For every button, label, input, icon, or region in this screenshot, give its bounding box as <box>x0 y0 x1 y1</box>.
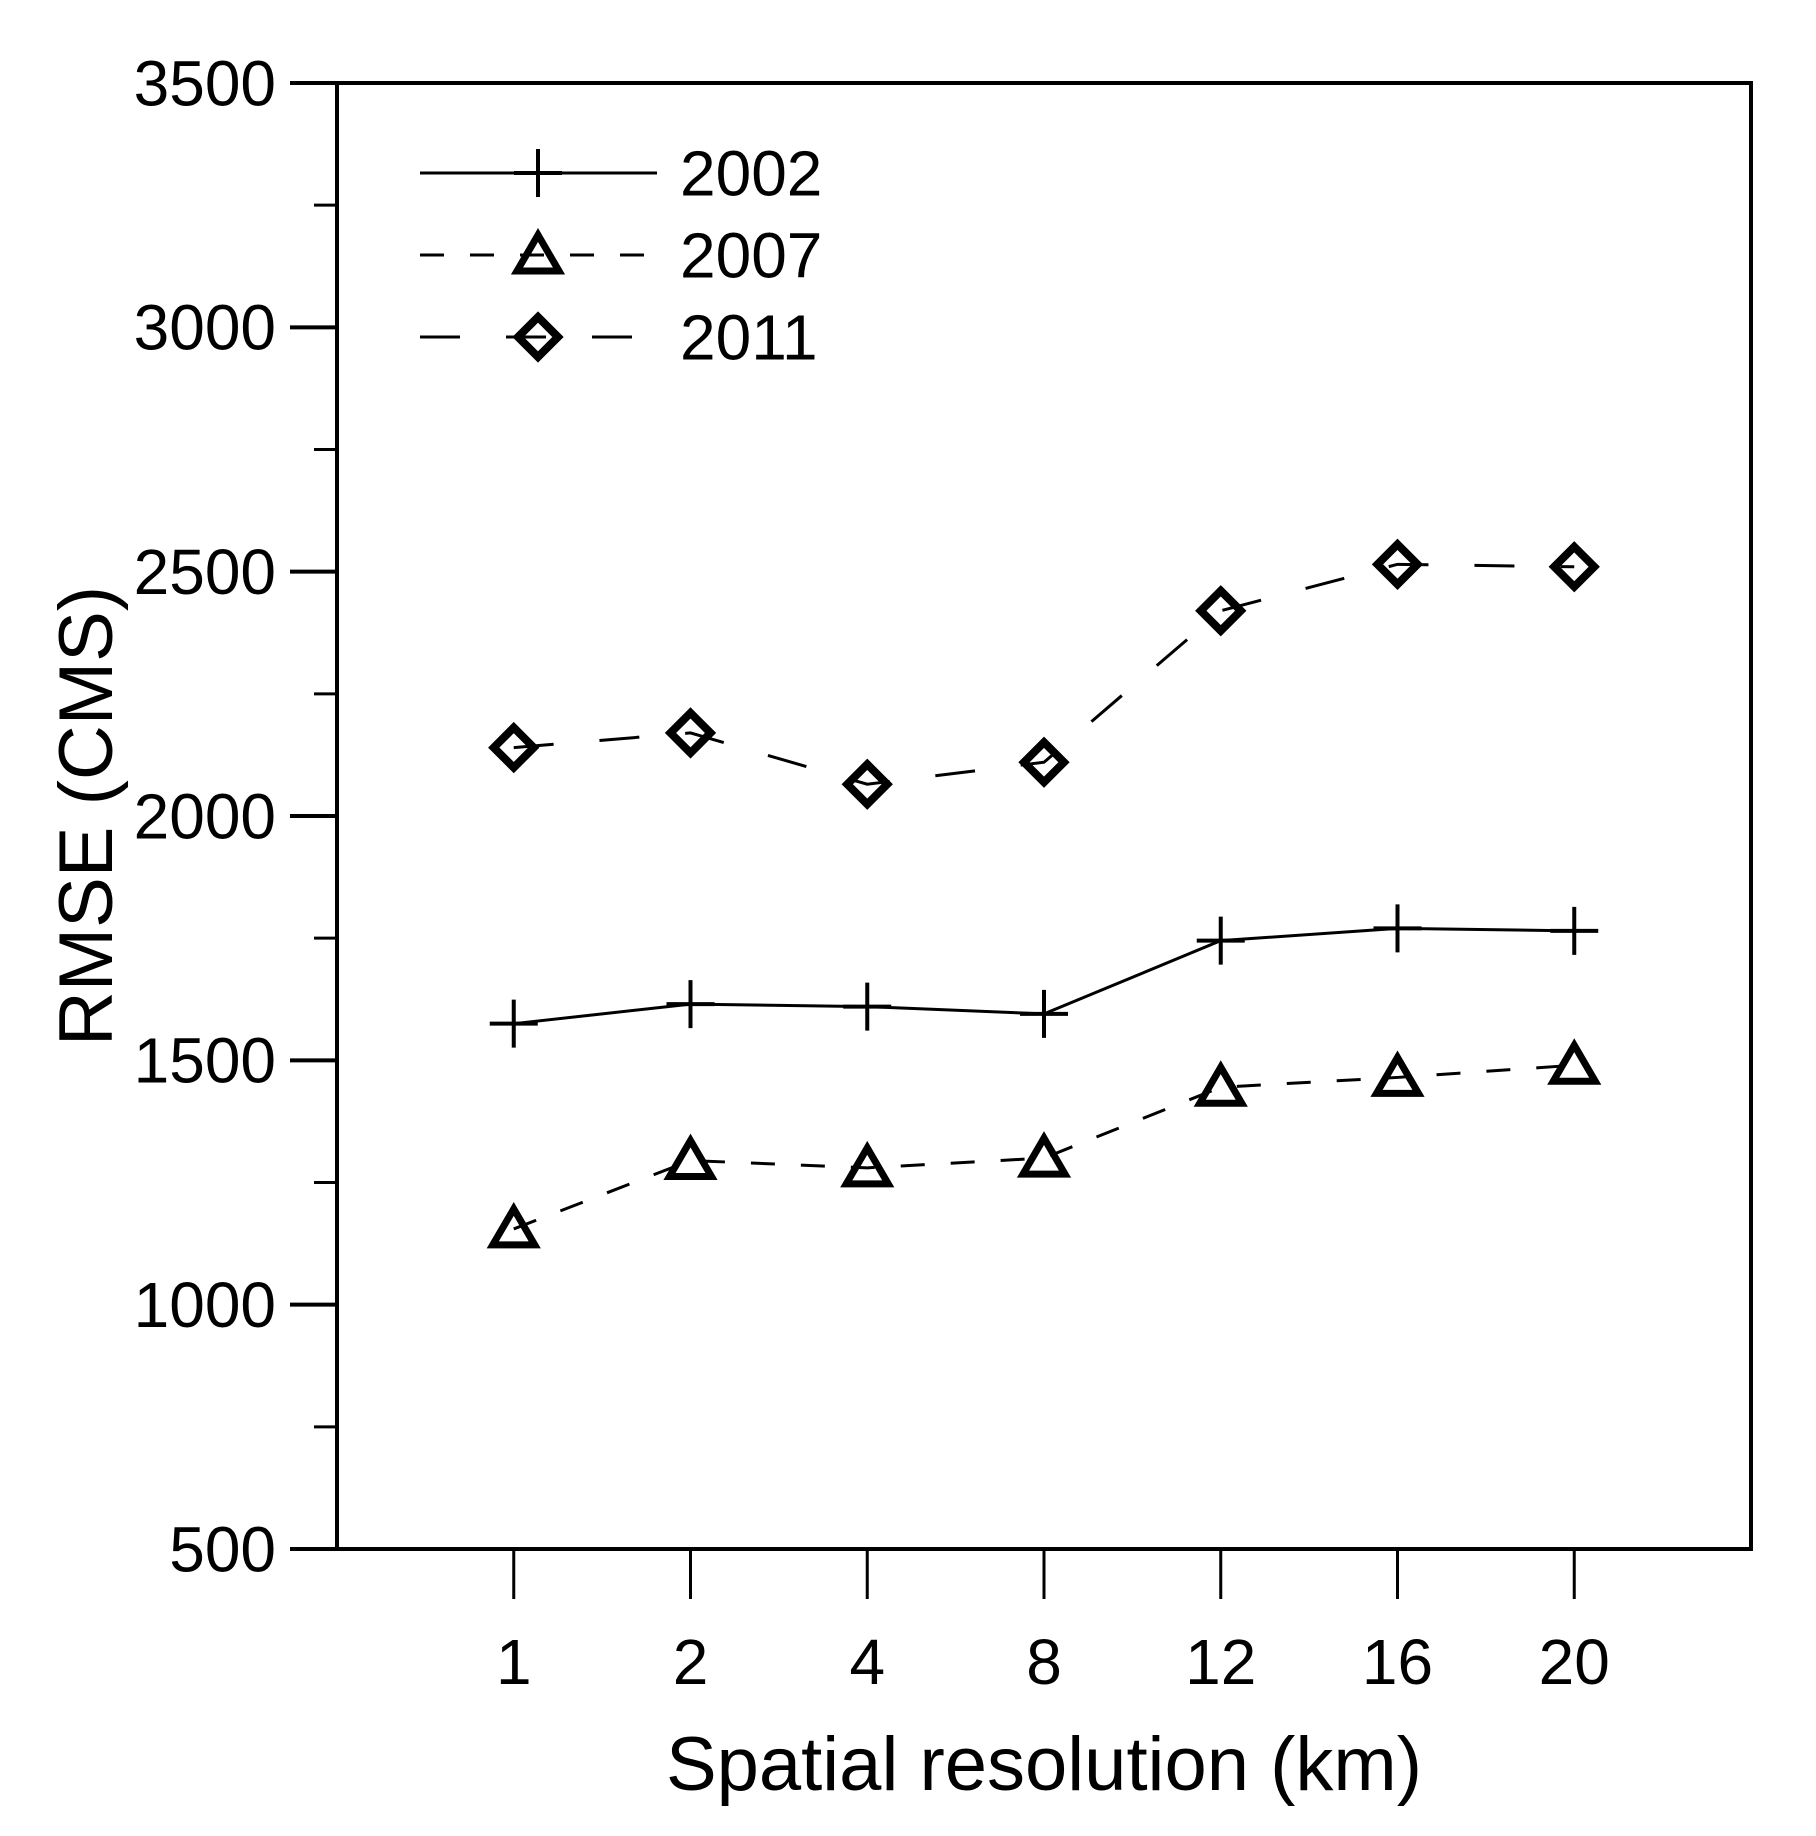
plus-marker-icon <box>666 980 715 1029</box>
triangle-marker-icon <box>1547 1038 1602 1085</box>
x-axis-tick-label: 20 <box>1539 1626 1610 1698</box>
triangle-marker-icon <box>663 1133 718 1181</box>
y-axis-tick-label: 3500 <box>134 47 276 119</box>
y-axis-tick-label: 500 <box>169 1513 276 1585</box>
plus-marker-icon <box>489 999 538 1048</box>
legend-item-2002: 2002 <box>420 137 822 209</box>
legend: 2002 2007 2011 <box>420 137 822 373</box>
plus-marker-icon <box>1196 916 1245 965</box>
diamond-marker-icon <box>664 707 717 759</box>
series-2007 <box>486 1038 1602 1249</box>
triangle-marker-icon <box>1193 1060 1248 1107</box>
x-axis-tick-label: 8 <box>1026 1626 1062 1698</box>
x-axis-tick-label: 1 <box>496 1626 532 1698</box>
x-axis-tick-label: 16 <box>1362 1626 1433 1698</box>
series-2002 <box>489 904 1599 1048</box>
legend-label-2011: 2011 <box>680 301 818 373</box>
legend-label-2007: 2007 <box>680 219 822 291</box>
diamond-marker-icon <box>1371 538 1424 590</box>
triangle-marker-icon <box>510 228 566 275</box>
plus-marker-icon <box>843 982 892 1031</box>
y-axis-tick-label: 1000 <box>134 1269 276 1341</box>
diamond-marker-icon <box>841 758 893 810</box>
triangle-marker-icon <box>486 1201 541 1249</box>
y-axis-tick-label: 2500 <box>134 536 276 608</box>
x-axis-tick-label: 4 <box>849 1626 885 1698</box>
legend-diamond-icon <box>512 311 564 363</box>
legend-plus-icon <box>514 149 562 197</box>
triangle-marker-icon <box>1370 1050 1425 1097</box>
series-2011 <box>488 538 1600 810</box>
plus-marker-icon <box>1373 904 1422 953</box>
x-axis-tick-label: 2 <box>673 1626 709 1698</box>
series-line-2007 <box>513 1063 1575 1231</box>
diamond-marker-icon <box>1195 585 1247 637</box>
diamond-marker-icon <box>1548 541 1600 593</box>
y-axis-title: RMSE (CMS) <box>44 586 129 1046</box>
legend-label-2002: 2002 <box>680 137 822 209</box>
plot-border <box>335 81 1753 1551</box>
series-line-2011 <box>513 562 1575 786</box>
triangle-marker-icon <box>1016 1131 1072 1178</box>
triangle-marker-icon <box>840 1140 895 1188</box>
legend-item-2007: 2007 <box>420 219 822 291</box>
diamond-marker-icon <box>1018 736 1070 788</box>
y-axis-tick-label: 2000 <box>134 780 276 852</box>
legend-triangle-icon <box>510 228 566 275</box>
plus-marker-icon <box>1550 906 1599 955</box>
plus-marker-icon <box>1020 989 1068 1038</box>
x-axis-tick-label: 12 <box>1185 1626 1256 1698</box>
x-axis-title: Spatial resolution (km) <box>666 1722 1422 1807</box>
plus-marker-icon <box>514 149 562 197</box>
diamond-marker-icon <box>488 721 540 774</box>
y-axis-tick-label: 3000 <box>134 292 276 364</box>
y-axis-tick-label: 1500 <box>134 1025 276 1097</box>
legend-item-2011: 2011 <box>420 301 818 373</box>
diamond-marker-icon <box>512 311 564 363</box>
